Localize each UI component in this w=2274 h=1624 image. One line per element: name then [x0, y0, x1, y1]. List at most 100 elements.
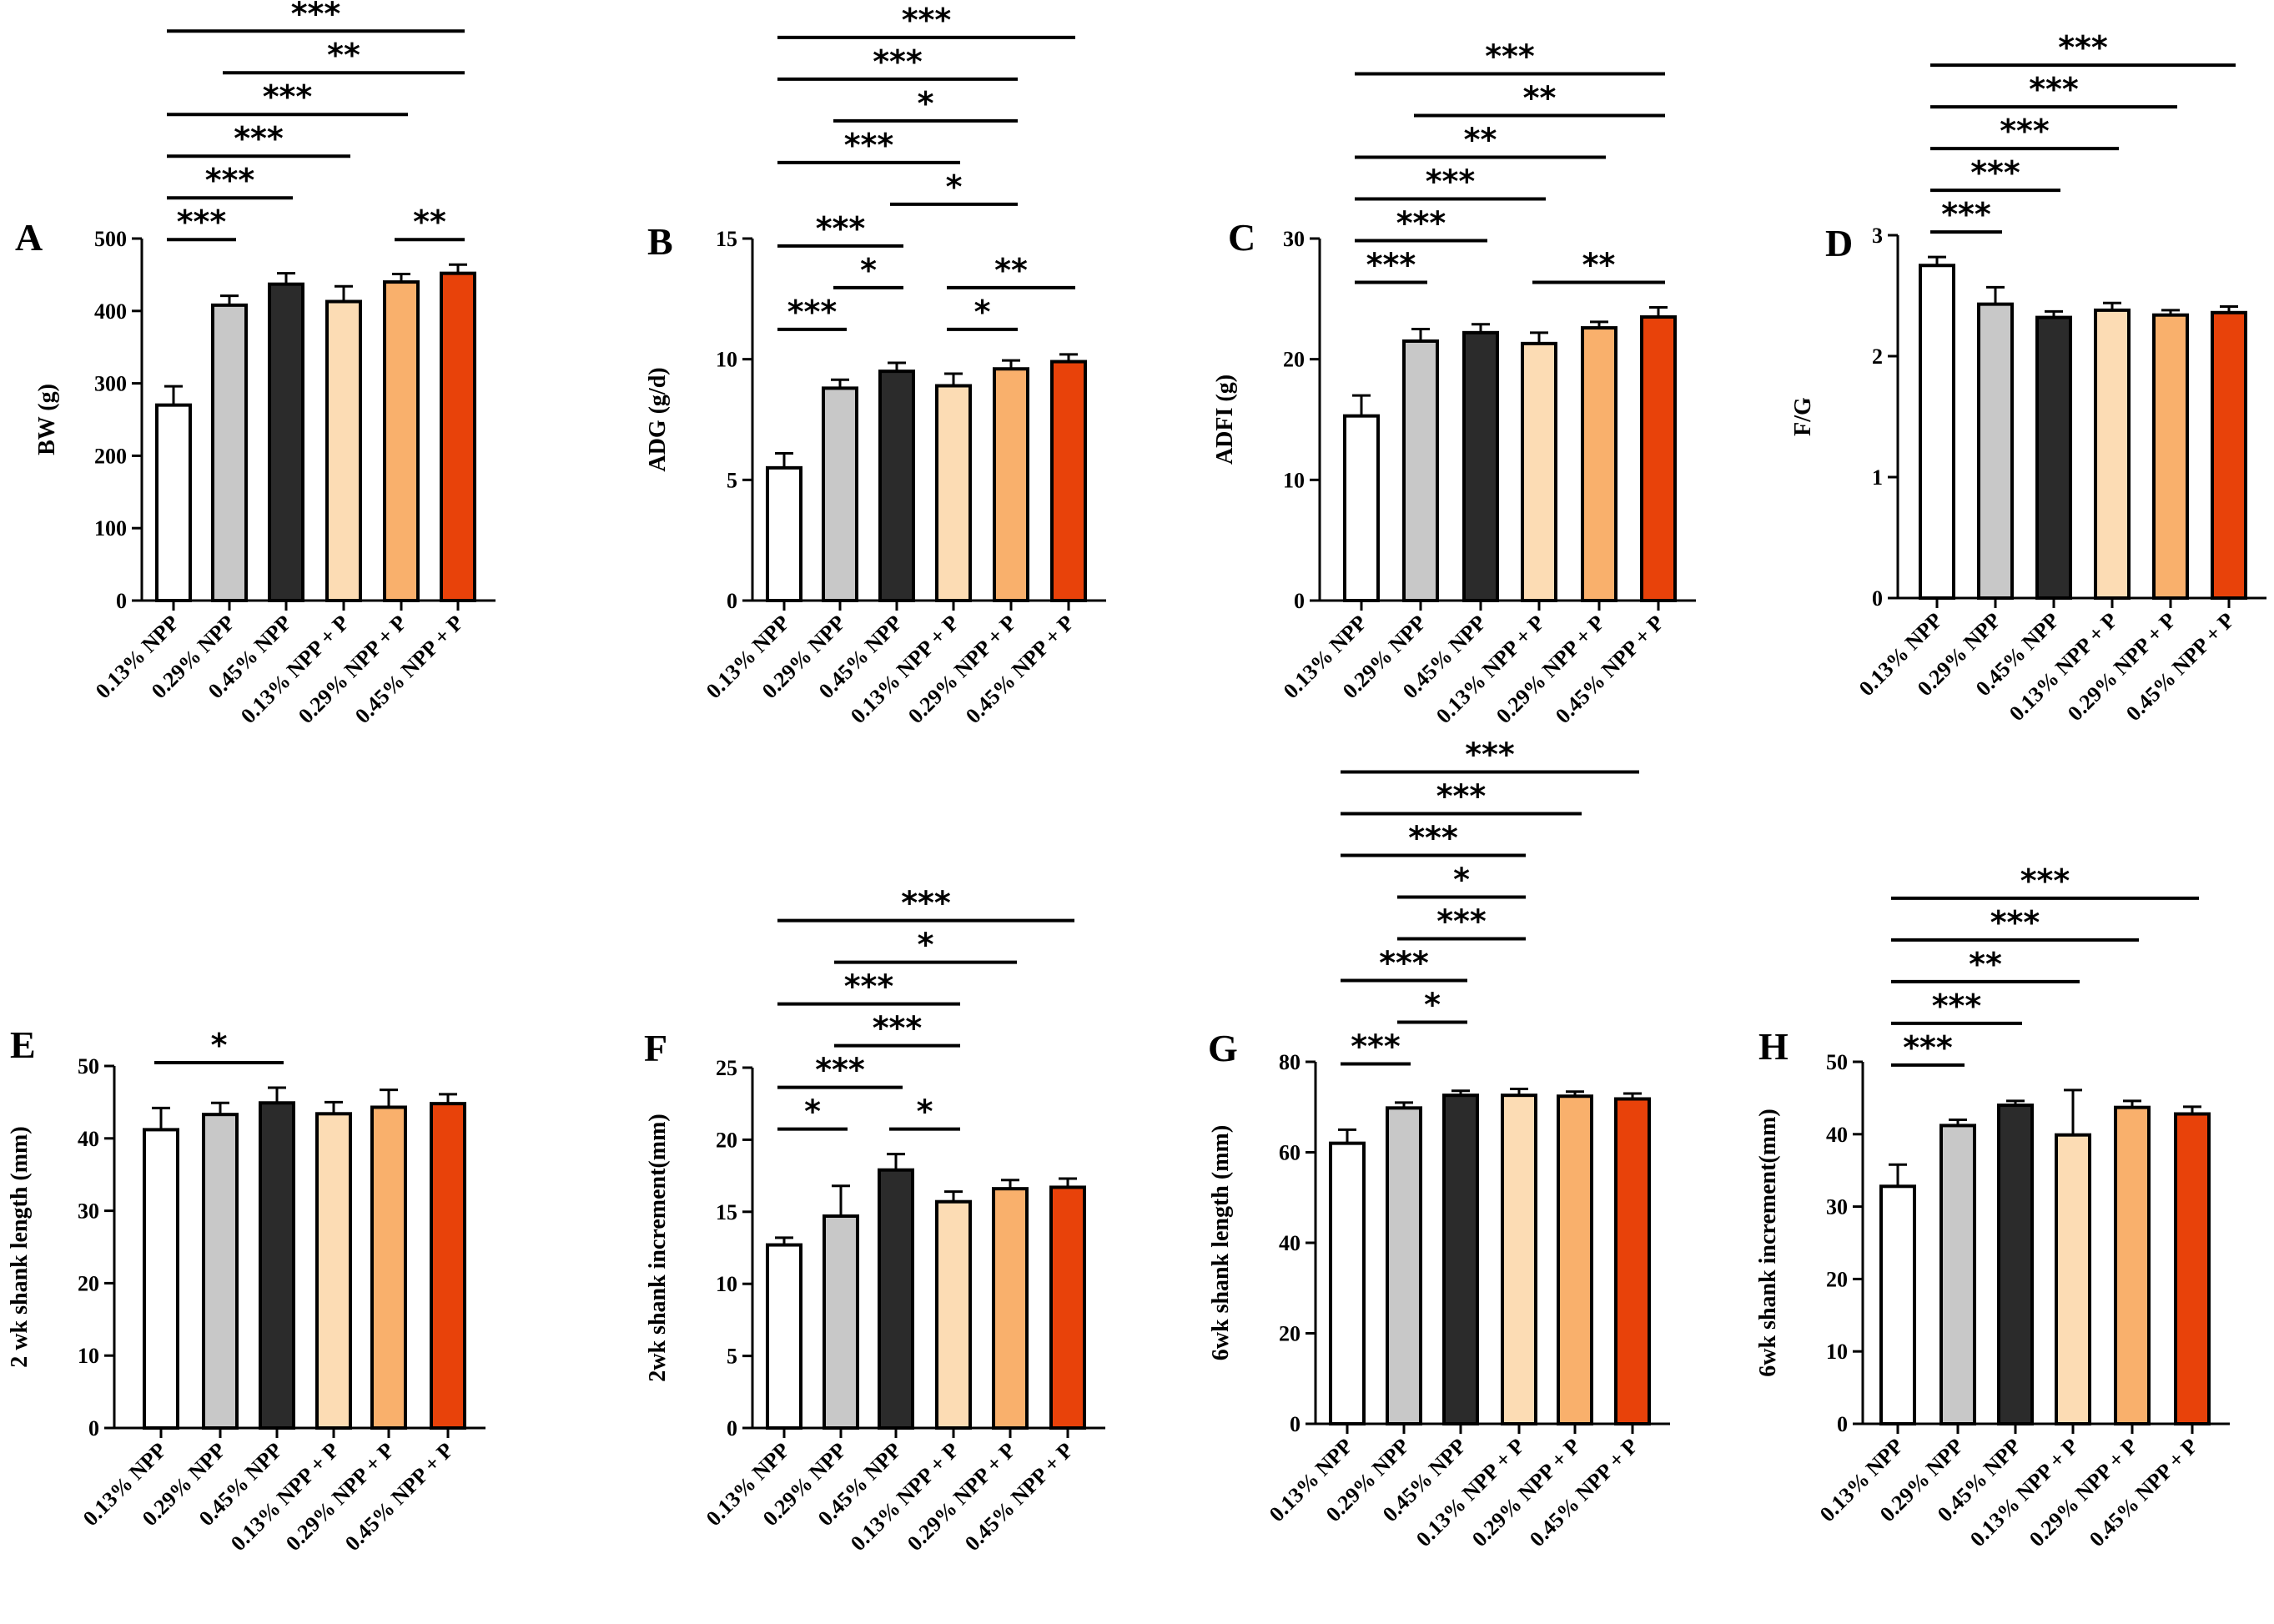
- y-tick-label: 0: [727, 1416, 737, 1440]
- bar-3: [878, 370, 915, 602]
- significance-label: ***: [263, 78, 313, 115]
- y-tick-label: 30: [1826, 1195, 1848, 1219]
- panel-letter: B: [647, 220, 673, 263]
- significance-label: ***: [234, 120, 284, 157]
- bar-6: [2211, 310, 2247, 600]
- panel-letter: C: [1228, 216, 1255, 259]
- significance-label: ***: [1990, 904, 2040, 941]
- significance-label: ***: [205, 162, 255, 199]
- y-tick-label: 1: [1872, 465, 1883, 490]
- significance-label: **: [413, 204, 446, 240]
- y-tick-label: 20: [1283, 348, 1305, 372]
- y-tick-label: 5: [727, 1345, 737, 1369]
- y-tick-label: 30: [1283, 227, 1305, 251]
- y-axis-label: 6wk shank length (mm): [1208, 1125, 1234, 1360]
- significance-label: ***: [1366, 246, 1416, 283]
- bar-6: [430, 1102, 466, 1430]
- bar-4: [2055, 1133, 2091, 1425]
- bar-6: [2174, 1112, 2211, 1425]
- bar-6: [440, 271, 476, 602]
- bar-1: [1329, 1141, 1366, 1426]
- significance-label: *: [211, 1027, 228, 1063]
- significance-label: *: [974, 294, 991, 330]
- bar-3: [1442, 1094, 1479, 1426]
- y-axis-label: ADG (g/d): [645, 367, 671, 471]
- significance-label: ***: [901, 885, 951, 922]
- y-tick-label: 10: [716, 1272, 737, 1296]
- y-tick-label: 400: [94, 299, 127, 324]
- significance-label: *: [1424, 987, 1441, 1023]
- y-axis-label: 2wk shank increment(mm): [645, 1114, 671, 1381]
- bar-5: [993, 367, 1029, 602]
- significance-label: *: [946, 168, 963, 205]
- significance-label: **: [1464, 121, 1497, 158]
- bar-3: [878, 1168, 914, 1430]
- bar-5: [1557, 1094, 1593, 1425]
- y-tick-label: 500: [94, 227, 127, 251]
- bar-1: [766, 1243, 802, 1430]
- bar-5: [1581, 326, 1617, 602]
- significance-label: ***: [1408, 820, 1458, 857]
- bar-3: [1997, 1104, 2034, 1425]
- y-axis-label: BW (g): [34, 384, 60, 455]
- y-tick-label: 10: [1826, 1340, 1848, 1364]
- x-tick-label: 0.45% NPP + P: [340, 1438, 458, 1556]
- y-tick-label: 0: [88, 1416, 99, 1440]
- panel-letter: A: [15, 216, 43, 259]
- significance-label: **: [1582, 246, 1616, 283]
- significance-label: ***: [873, 43, 923, 80]
- bar-2: [822, 386, 858, 602]
- bar-3: [259, 1101, 295, 1430]
- significance-label: ***: [1351, 1028, 1401, 1065]
- bar-2: [1939, 1124, 1976, 1426]
- bar-5: [2152, 313, 2189, 600]
- significance-label: ***: [1379, 945, 1429, 982]
- bar-4: [1501, 1094, 1537, 1426]
- significance-label: ***: [787, 294, 838, 330]
- panel-letter: F: [644, 1027, 667, 1069]
- x-tick-label: 0.29% NPP + P: [2025, 1434, 2142, 1551]
- bar-2: [1386, 1106, 1422, 1425]
- bar-4: [315, 1112, 352, 1430]
- bar-6: [1614, 1097, 1651, 1425]
- significance-label: ***: [2020, 862, 2070, 899]
- significance-label: *: [918, 85, 934, 122]
- y-axis-label: 2 wk shank length (mm): [7, 1126, 33, 1367]
- y-tick-label: 5: [727, 468, 737, 492]
- significance-label: **: [1969, 946, 2002, 983]
- significance-label: ***: [1396, 204, 1446, 241]
- y-tick-label: 10: [716, 348, 737, 372]
- significance-label: *: [860, 252, 877, 289]
- y-tick-label: 15: [716, 227, 737, 251]
- bar-6: [1640, 315, 1677, 602]
- significance-label: *: [1453, 862, 1470, 898]
- y-axis-label: F/G: [1790, 397, 1816, 436]
- panel-letter: G: [1208, 1027, 1238, 1069]
- y-tick-label: 50: [78, 1054, 99, 1078]
- x-tick-label: 0.45% NPP + P: [2085, 1434, 2202, 1551]
- bar-4: [935, 384, 972, 602]
- bar-4: [2094, 308, 2131, 600]
- y-tick-label: 60: [1279, 1141, 1301, 1165]
- bar-1: [1879, 1184, 1916, 1426]
- y-tick-label: 0: [1872, 586, 1883, 611]
- y-tick-label: 2: [1872, 344, 1883, 369]
- panel-letter: D: [1825, 222, 1853, 264]
- panel-letter: H: [1758, 1025, 1789, 1068]
- significance-label: ***: [291, 0, 341, 32]
- y-tick-label: 0: [1294, 589, 1305, 613]
- significance-label: *: [917, 1094, 933, 1130]
- x-tick-label: 0.13% NPP + P: [1431, 611, 1549, 728]
- significance-label: ***: [815, 1052, 865, 1089]
- bar-6: [1049, 1185, 1086, 1430]
- y-tick-label: 300: [94, 372, 127, 396]
- y-tick-label: 10: [78, 1344, 99, 1368]
- significance-label: ***: [177, 204, 227, 240]
- bar-2: [823, 1214, 859, 1430]
- bar-3: [1462, 330, 1499, 602]
